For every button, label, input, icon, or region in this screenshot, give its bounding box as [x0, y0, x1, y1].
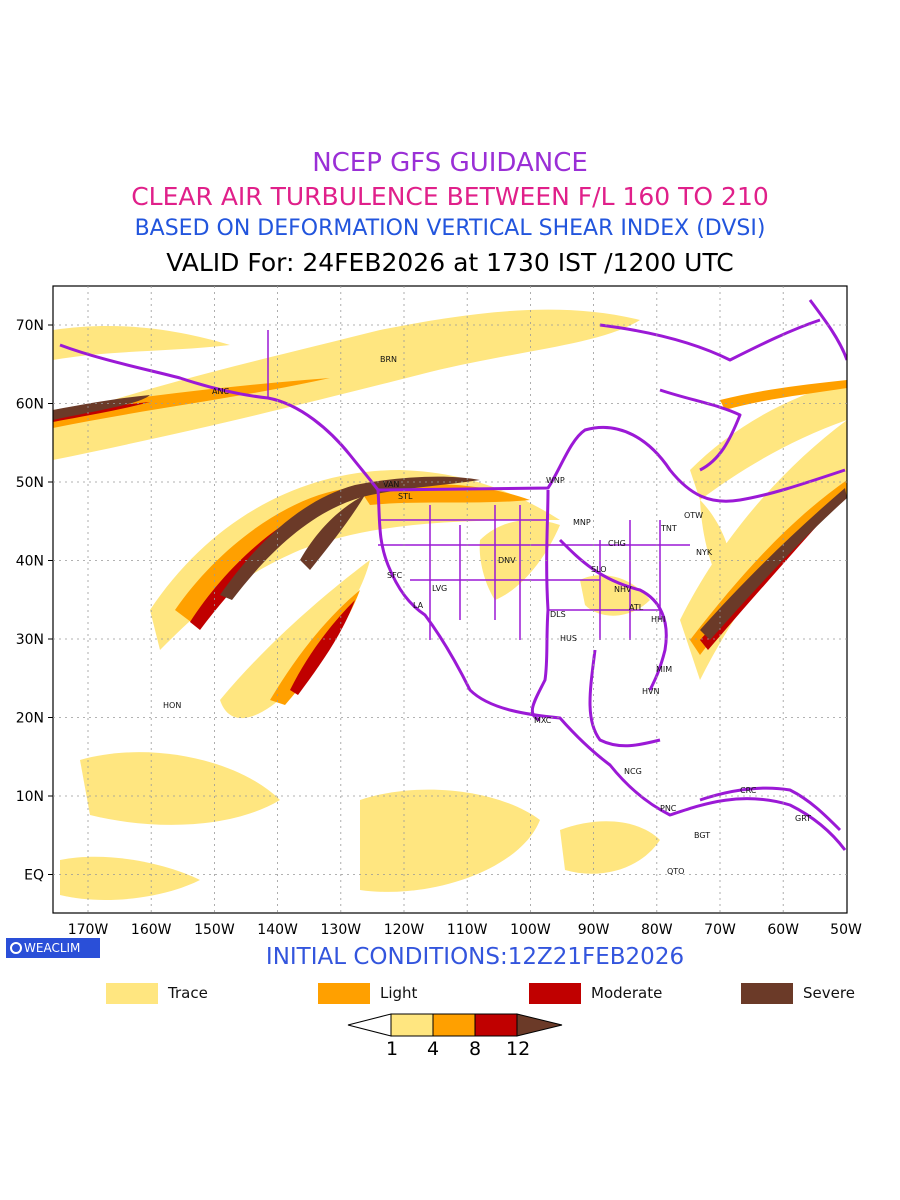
city-label-otw: OTW: [684, 511, 703, 520]
city-label-dnv: DNV: [498, 556, 516, 565]
colorbar-segment-light: [432, 1013, 476, 1037]
colorbar-segment-trace: [390, 1013, 434, 1037]
city-label-hvn: HVN: [642, 687, 659, 696]
initial-conditions: INITIAL CONDITIONS:12Z21FEB2026: [265, 944, 685, 970]
city-label-lvg: LVG: [432, 584, 447, 593]
lon-label: 80W: [641, 922, 673, 938]
title-method: BASED ON DEFORMATION VERTICAL SHEAR INDE…: [134, 216, 766, 241]
city-label-hhi: HHI: [651, 615, 665, 624]
state-borders: [267, 330, 690, 640]
logo-text: WEACLIM: [24, 941, 81, 955]
legend-swatch: [106, 983, 158, 1004]
lon-label: 110W: [447, 922, 488, 938]
severe-regions: [53, 395, 847, 640]
city-label-qto: QTO: [667, 867, 684, 876]
city-label-chg: CHG: [608, 539, 626, 548]
graticule: [53, 286, 847, 913]
logo-icon: [10, 942, 22, 954]
city-label-tnt: TNT: [660, 524, 677, 533]
lat-label: 20N: [16, 711, 44, 727]
city-label-ncg: NCG: [624, 767, 642, 776]
city-label-slo: SLO: [591, 565, 607, 574]
legend-swatch: [318, 983, 370, 1004]
title-model: NCEP GFS GUIDANCE: [312, 148, 588, 178]
city-label-van: VAN: [383, 480, 399, 489]
map-layers: [53, 299, 847, 900]
trace-regions: [53, 309, 847, 900]
lat-label: 30N: [16, 632, 44, 648]
city-label-sfc: SFC: [387, 571, 403, 580]
lat-label: 50N: [16, 475, 44, 491]
legend-swatch: [529, 983, 581, 1004]
legend-label: Light: [380, 984, 418, 1002]
lon-label: 160W: [131, 922, 172, 938]
map-frame: [52, 285, 848, 914]
colorbar-tick-1: 1: [386, 1038, 399, 1060]
city-label-mxc: MXC: [534, 716, 552, 725]
lat-label: 40N: [16, 554, 44, 570]
colorbar-tick-12: 12: [506, 1038, 531, 1060]
coastlines: [59, 299, 847, 851]
lon-label: 60W: [767, 922, 799, 938]
lon-label: 70W: [704, 922, 736, 938]
colorbar-segment-moderate: [474, 1013, 518, 1037]
latitude-axis: 70N 60N 50N 40N 30N 20N 10N EQ: [16, 318, 53, 884]
lat-label: EQ: [24, 868, 44, 884]
lon-label: 150W: [194, 922, 235, 938]
city-label-hus: HUS: [560, 634, 577, 643]
city-label-nyk: NYK: [696, 548, 713, 557]
city-label-pnc: PNC: [660, 804, 677, 813]
lat-label: 10N: [16, 789, 44, 805]
city-label-anc: ANC: [212, 387, 229, 396]
city-label-stl: STL: [398, 492, 413, 501]
city-label-bgt: BGT: [694, 831, 710, 840]
city-label-crc: CRC: [740, 786, 757, 795]
city-label-brn: BRN: [380, 355, 397, 364]
city-label-atl: ATL: [629, 603, 644, 612]
city-label-mnp: MNP: [573, 518, 591, 527]
weaclim-logo: WEACLIM: [6, 938, 100, 958]
lon-label: 140W: [257, 922, 298, 938]
city-label-mim: MIM: [656, 665, 672, 674]
city-label-hon: HON: [163, 701, 181, 710]
colorbar-high-arrow: [516, 1013, 563, 1037]
legend-swatch: [741, 983, 793, 1004]
city-labels: BRN ANC VAN STL WNP MNP OTW TNT CHG NYK DNV SFC LVG L…: [163, 355, 811, 876]
legend-label: Severe: [803, 984, 855, 1002]
title-valid-time: VALID For: 24FEB2026 at 1730 IST /1200 U…: [166, 248, 734, 277]
legend-label: Moderate: [591, 984, 663, 1002]
lat-label: 70N: [16, 318, 44, 334]
longitude-axis: 170W 160W 150W 140W 130W 120W 110W 100W 90W 80W 70…: [68, 922, 862, 938]
lat-label: 60N: [16, 397, 44, 413]
city-label-grt: GRT: [795, 814, 811, 823]
city-label-nhv: NHV: [614, 585, 632, 594]
lon-label: 120W: [384, 922, 425, 938]
colorbar-tick-8: 8: [469, 1038, 482, 1060]
lon-label: 130W: [321, 922, 362, 938]
city-label-wnp: WNP: [546, 476, 565, 485]
lon-label: 170W: [68, 922, 109, 938]
lon-label: 100W: [510, 922, 551, 938]
lon-label: 90W: [578, 922, 610, 938]
legend-label: Trace: [168, 984, 208, 1002]
title-product: CLEAR AIR TURBULENCE BETWEEN F/L 160 TO …: [131, 182, 769, 211]
city-label-la: LA: [413, 601, 424, 610]
colorbar-tick-4: 4: [427, 1038, 440, 1060]
colorbar-low-arrow: [347, 1013, 392, 1037]
lon-label: 50W: [830, 922, 862, 938]
city-label-dls: DLS: [550, 610, 566, 619]
